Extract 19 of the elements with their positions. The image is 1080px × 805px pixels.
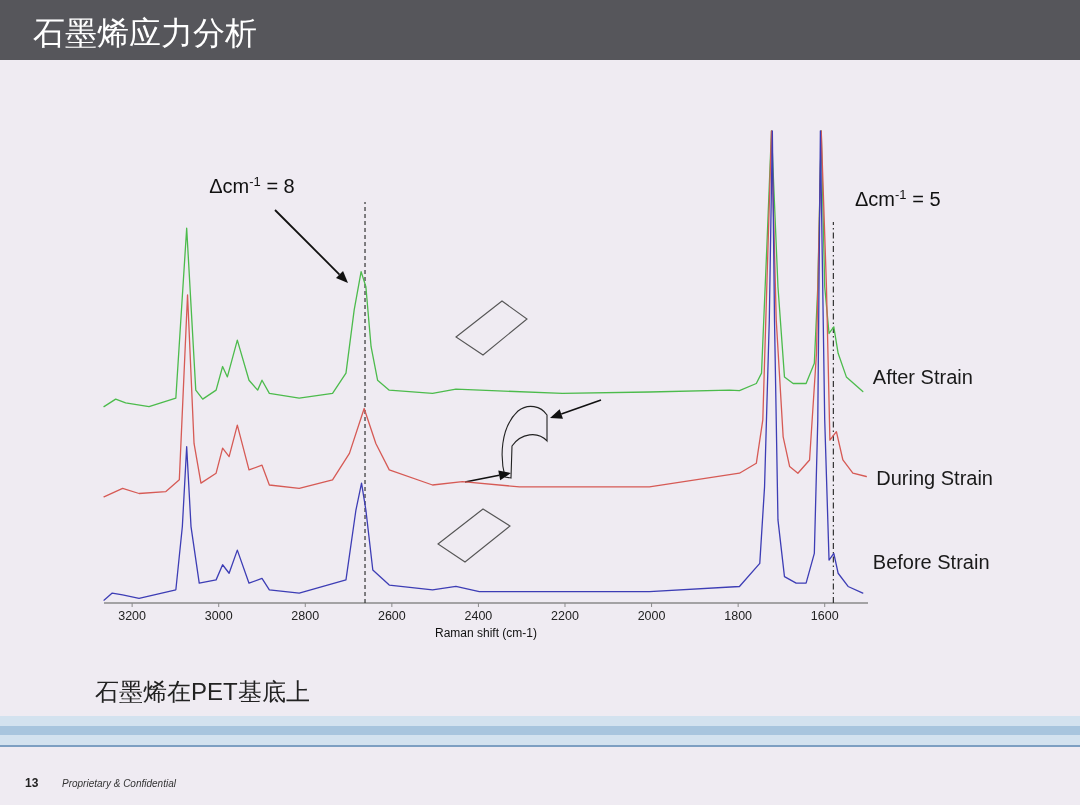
text: 石墨烯在PET基底上 [95,678,310,705]
x-tick-label: 2200 [551,609,579,623]
text: 13 [25,776,39,790]
text: Proprietary & Confidential [62,778,177,789]
x-tick-label: 1800 [724,609,753,623]
x-tick-label: 3000 [204,609,233,623]
x-tick-label: 2800 [291,609,320,623]
x-axis-title: Raman shift (cm-1) [434,626,538,640]
chart-title: 石墨烯应力分析 [33,15,257,51]
x-tick-label: 2000 [637,609,666,623]
series-label: After Strain [872,365,973,388]
series-label: During Strain [876,466,993,489]
annotation: Δcm$^{-1}$ = 5 [855,186,941,210]
annotation: Δcm$^{-1}$ = 8 [209,173,295,197]
x-tick-label: 2600 [377,609,406,623]
x-tick-label: 3200 [118,609,147,623]
x-tick-label: 1600 [810,609,839,623]
series-label: Before Strain [872,551,990,574]
x-tick-label: 2400 [464,609,493,623]
